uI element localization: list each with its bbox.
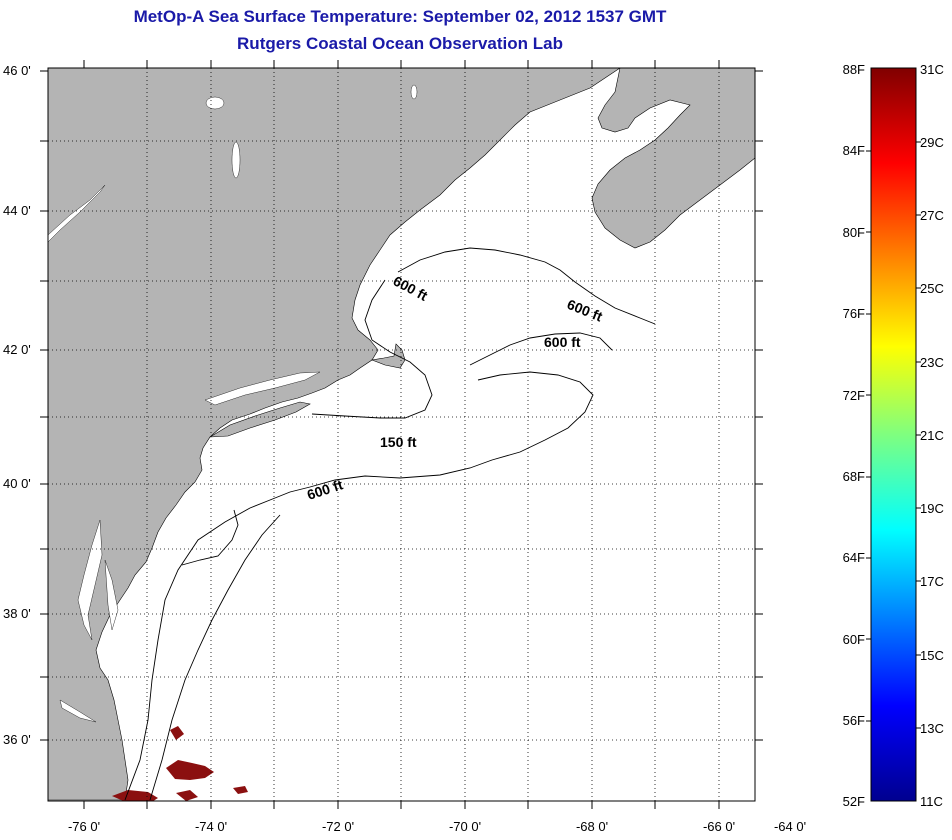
- colorbar-c-label: 21C: [920, 428, 944, 443]
- lon-label: -66 0': [703, 819, 735, 834]
- tick-marks: [40, 60, 763, 809]
- contour-label-600ft-georges: 600 ft: [544, 334, 581, 350]
- colorbar-f-label: 68F: [843, 469, 865, 484]
- colorbar-f-label: 56F: [843, 713, 865, 728]
- colorbar-c-label: 25C: [920, 281, 944, 296]
- land-mass-us: [48, 68, 621, 801]
- colorbar-f-label: 52F: [843, 794, 865, 809]
- lon-label: -74 0': [195, 819, 227, 834]
- lon-label: -68 0': [576, 819, 608, 834]
- lon-label: -72 0': [322, 819, 354, 834]
- colorbar: [870, 67, 917, 802]
- bathymetry-contours: [124, 247, 656, 801]
- colorbar-c-label: 15C: [920, 648, 944, 663]
- lat-label: 46 0': [3, 63, 31, 78]
- colorbar-c-label: 23C: [920, 355, 944, 370]
- lat-label: 40 0': [3, 476, 31, 491]
- land-long-island: [209, 401, 311, 438]
- colorbar-f-label: 84F: [843, 143, 865, 158]
- colorbar-f-label: 64F: [843, 550, 865, 565]
- lat-label: 42 0': [3, 342, 31, 357]
- sst-warm-patches: [112, 726, 248, 801]
- lat-label: 36 0': [3, 732, 31, 747]
- colorbar-f-label: 72F: [843, 388, 865, 403]
- land-mass-nova-scotia: [591, 68, 755, 249]
- colorbar-c-label: 17C: [920, 574, 944, 589]
- colorbar-f-label: 60F: [843, 632, 865, 647]
- colorbar-f-label: 88F: [843, 62, 865, 77]
- colorbar-c-label: 19C: [920, 501, 944, 516]
- lon-label: -76 0': [68, 819, 100, 834]
- map-title: MetOp-A Sea Surface Temperature: Septemb…: [133, 7, 667, 26]
- lon-label: -64 0': [774, 819, 806, 834]
- colorbar-c-label: 31C: [920, 62, 944, 77]
- colorbar-c-label: 29C: [920, 135, 944, 150]
- colorbar-f-label: 80F: [843, 225, 865, 240]
- colorbar-f-label: 76F: [843, 306, 865, 321]
- colorbar-c-label: 11C: [920, 794, 943, 809]
- contour-label-150ft: 150 ft: [380, 434, 417, 450]
- lat-label: 38 0': [3, 606, 31, 621]
- colorbar-c-label: 13C: [920, 721, 944, 736]
- colorbar-ticks: [866, 141, 921, 729]
- lat-label: 44 0': [3, 203, 31, 218]
- map-subtitle: Rutgers Coastal Ocean Observation Lab: [237, 34, 563, 53]
- colorbar-c-label: 27C: [920, 208, 944, 223]
- lon-label: -70 0': [449, 819, 481, 834]
